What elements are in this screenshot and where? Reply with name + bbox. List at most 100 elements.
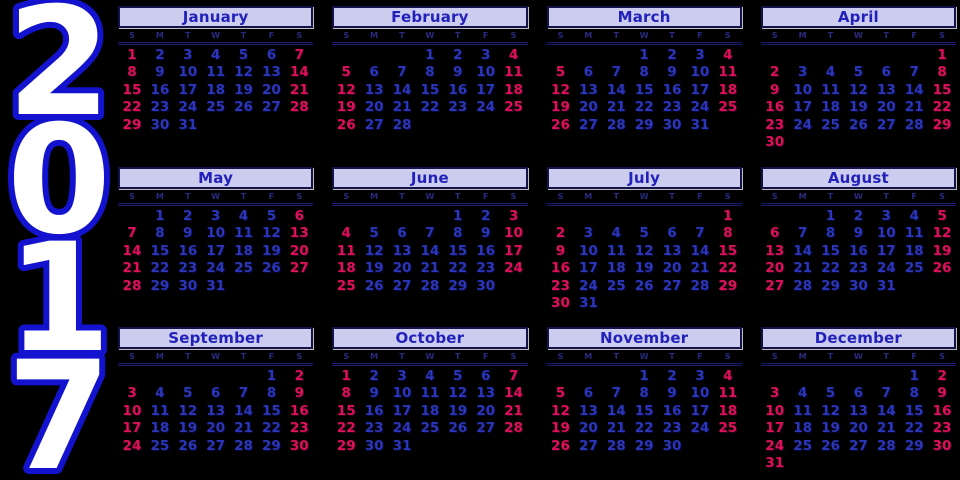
date-cell: 18 bbox=[718, 402, 738, 419]
empty-cell bbox=[602, 46, 630, 64]
empty-cell bbox=[472, 437, 500, 455]
date-cell: 31 bbox=[876, 277, 896, 294]
date-cell: 25 bbox=[718, 99, 738, 116]
empty-cell bbox=[574, 207, 602, 225]
date-cell: 28 bbox=[122, 277, 142, 294]
date-cell: 19 bbox=[178, 420, 198, 437]
weekday-label: W bbox=[211, 31, 221, 40]
date-cell: 5 bbox=[238, 46, 249, 63]
date-cell: 18 bbox=[718, 81, 738, 98]
date-cell: 13 bbox=[765, 242, 785, 259]
empty-cell bbox=[658, 295, 686, 313]
date-cell: 10 bbox=[690, 64, 710, 81]
date-cell: 7 bbox=[611, 385, 621, 402]
month-name: September bbox=[168, 328, 264, 347]
date-cell: 17 bbox=[876, 242, 896, 259]
date-cell: 14 bbox=[420, 242, 440, 259]
date-cell: 25 bbox=[150, 437, 170, 454]
month-name: October bbox=[395, 328, 465, 347]
date-cell: 14 bbox=[793, 242, 812, 259]
date-cell: 2 bbox=[769, 64, 780, 81]
date-cell: 14 bbox=[904, 81, 924, 98]
empty-cell bbox=[900, 134, 928, 152]
weekday-label: F bbox=[482, 31, 489, 40]
date-grid: 1 2 3 4 5 6 7 8 9 10 11 12 13 14 15 16 17 18 19 20 21 22 23 24 2… bbox=[547, 46, 742, 134]
weekday-label: F bbox=[482, 352, 489, 361]
date-cell: 27 bbox=[392, 277, 412, 294]
date-cell: 28 bbox=[876, 437, 896, 454]
date-cell: 3 bbox=[797, 64, 808, 81]
date-cell: 18 bbox=[234, 242, 253, 259]
date-cell: 3 bbox=[127, 385, 137, 402]
date-cell: 21 bbox=[392, 99, 412, 116]
date-cell: 11 bbox=[234, 225, 253, 242]
date-cell: 16 bbox=[289, 402, 309, 419]
date-cell: 29 bbox=[932, 116, 952, 133]
date-cell: 24 bbox=[578, 277, 598, 294]
date-cell: 12 bbox=[262, 225, 281, 242]
date-cell: 17 bbox=[793, 99, 812, 116]
weekday-label: M bbox=[584, 192, 593, 201]
date-cell: 13 bbox=[876, 81, 896, 98]
date-grid: 1 2 3 4 5 6 7 8 9 10 11 12 13 14 15 16 17 18 19 20 21 22 23 24 2… bbox=[761, 207, 956, 295]
weekday-label: S bbox=[724, 31, 731, 40]
date-cell: 21 bbox=[690, 260, 710, 277]
date-cell: 11 bbox=[420, 385, 440, 402]
date-cell: 23 bbox=[551, 277, 570, 294]
date-cell: 10 bbox=[793, 81, 812, 98]
date-cell: 7 bbox=[508, 367, 519, 384]
date-cell: 16 bbox=[551, 260, 570, 277]
date-cell: 7 bbox=[294, 46, 304, 63]
date-cell: 12 bbox=[364, 242, 384, 259]
date-cell: 18 bbox=[504, 81, 523, 98]
date-cell: 18 bbox=[206, 81, 226, 98]
empty-cell bbox=[928, 455, 956, 473]
weekday-label: T bbox=[883, 192, 889, 201]
empty-cell bbox=[817, 455, 845, 473]
date-cell: 26 bbox=[336, 116, 356, 133]
empty-cell bbox=[761, 46, 789, 64]
date-cell: 25 bbox=[606, 277, 626, 294]
empty-cell bbox=[630, 295, 658, 313]
date-cell: 30 bbox=[765, 134, 785, 151]
date-cell: 15 bbox=[634, 402, 654, 419]
empty-cell bbox=[789, 46, 817, 64]
weekday-label: S bbox=[296, 192, 303, 201]
date-cell: 10 bbox=[122, 402, 142, 419]
date-cell: 29 bbox=[718, 277, 738, 294]
date-grid: 1 2 3 4 5 6 7 8 9 10 11 12 13 14 15 16 17 18 19 20 21 22 23 24 2… bbox=[761, 367, 956, 472]
weekday-label: M bbox=[798, 352, 807, 361]
weekday-label: T bbox=[240, 31, 247, 40]
date-cell: 25 bbox=[821, 116, 840, 133]
weekday-label: S bbox=[771, 352, 778, 361]
weekday-label: T bbox=[669, 31, 675, 40]
date-cell: 19 bbox=[336, 99, 356, 116]
date-cell: 11 bbox=[336, 242, 356, 259]
date-cell: 15 bbox=[150, 242, 170, 259]
empty-cell bbox=[444, 116, 472, 134]
date-cell: 9 bbox=[453, 64, 463, 81]
date-cell: 1 bbox=[155, 207, 165, 224]
weekday-label: S bbox=[129, 352, 135, 361]
date-cell: 22 bbox=[634, 99, 654, 116]
empty-cell bbox=[547, 46, 575, 64]
date-cell: 20 bbox=[578, 99, 598, 116]
month-header: August bbox=[760, 167, 956, 189]
date-cell: 19 bbox=[448, 402, 468, 419]
date-cell: 24 bbox=[690, 420, 710, 437]
date-cell: 9 bbox=[937, 385, 947, 402]
month-header: June bbox=[332, 167, 528, 189]
date-cell: 15 bbox=[420, 81, 440, 98]
date-cell: 11 bbox=[606, 242, 626, 259]
date-cell: 13 bbox=[578, 81, 598, 98]
date-cell: 30 bbox=[364, 437, 384, 454]
date-cell: 26 bbox=[234, 99, 253, 116]
date-cell: 22 bbox=[448, 260, 468, 277]
date-cell: 2 bbox=[183, 207, 193, 224]
date-cell: 11 bbox=[718, 385, 738, 402]
weekday-label: W bbox=[211, 352, 221, 361]
